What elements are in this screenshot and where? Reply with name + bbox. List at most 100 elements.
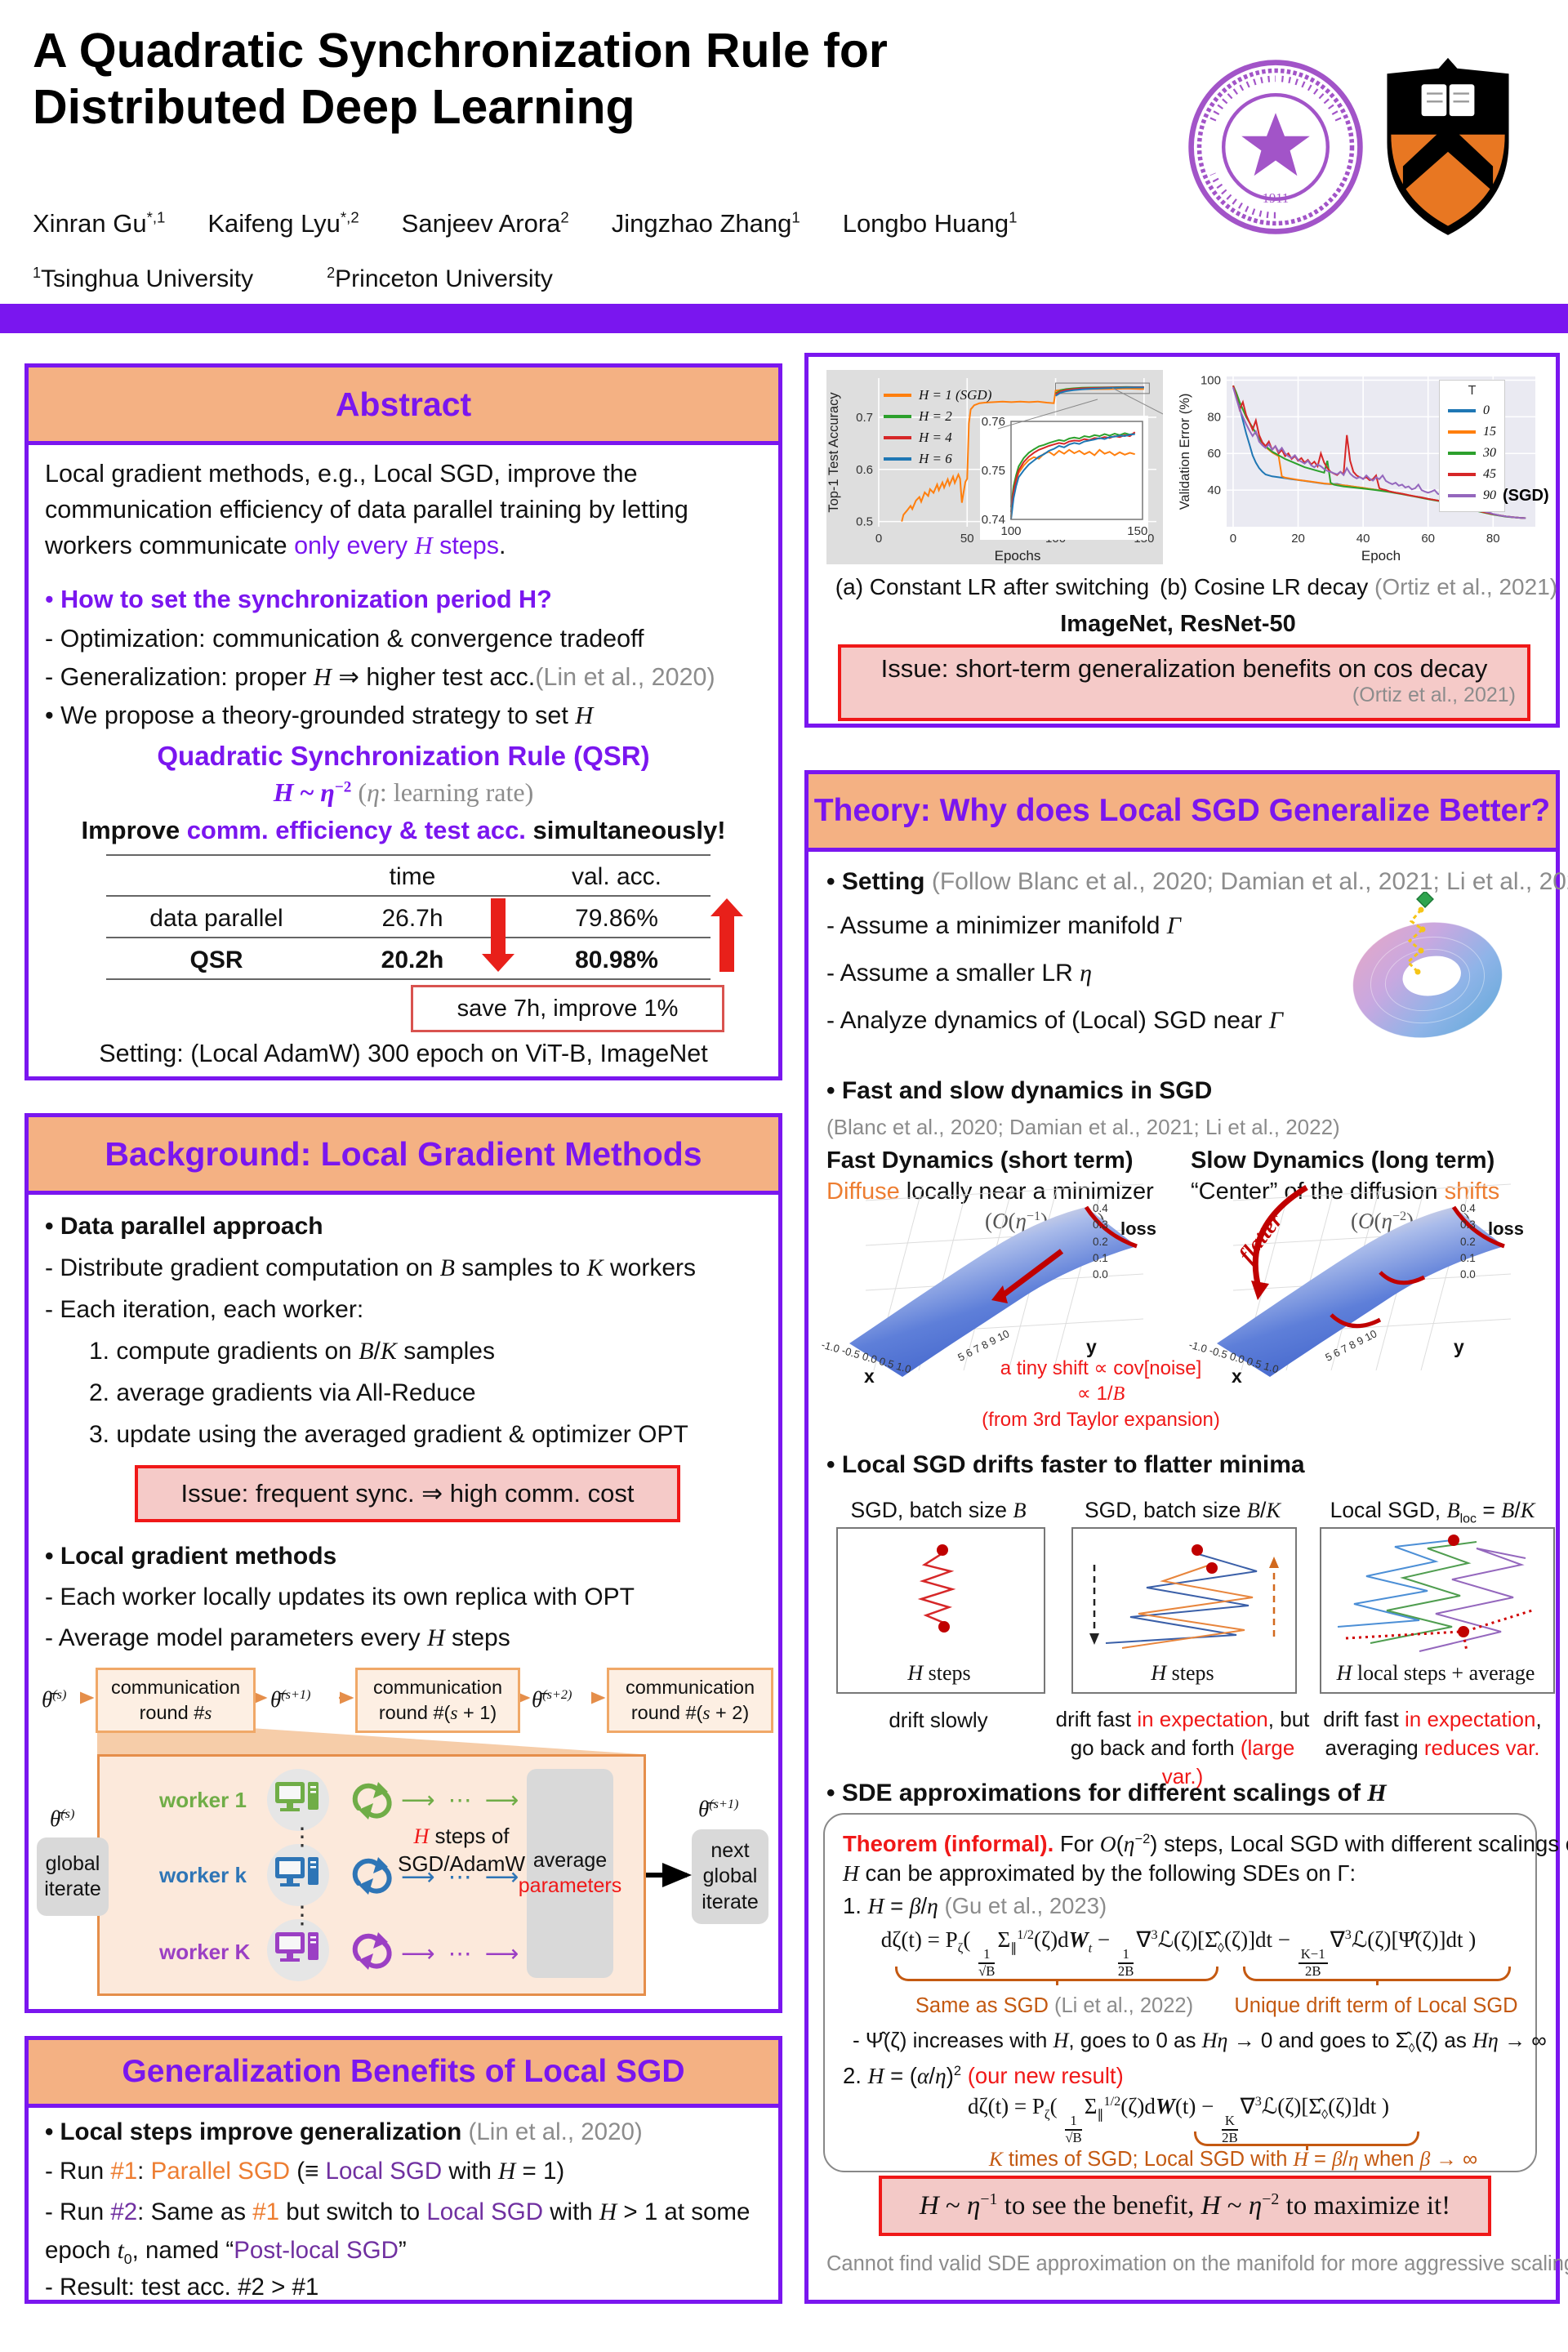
y-axis-label: y bbox=[1454, 1336, 1464, 1357]
abstract-paragraph: Local gradient methods, e.g., Local SGD,… bbox=[45, 460, 688, 560]
brace-k-times-label: K times of SGD; Local SGD with H = β/η w… bbox=[988, 2147, 1478, 2171]
theta-s1-label: θ̄(s+1) bbox=[270, 1687, 311, 1712]
table-row-label: QSR bbox=[189, 947, 243, 973]
loss-surface-fast: 0.4 0.3 0.2 0.1 0.0 loss 5 6 7 8 9 10 y -1.0… bbox=[817, 1176, 1168, 1387]
average-text: average bbox=[532, 1848, 608, 1872]
abstract-question: • How to set the synchronization period … bbox=[45, 586, 552, 613]
bg-line-distribute: - Distribute gradient computation on B s… bbox=[45, 1254, 697, 1281]
sde-equation-2: dζ(t) = Pζ( 1 √B Σ∥1/2(ζ)dW(t) − K 2B ∇3ℒ(ζ)… bbox=[967, 2094, 1390, 2145]
svg-text:0.76: 0.76 bbox=[982, 416, 1005, 429]
author: Sanjeev Arora2 bbox=[401, 208, 569, 238]
theory-setting-3: - Analyze dynamics of (Local) SGD near Γ bbox=[826, 1007, 1283, 1034]
bg-bullet-local-gradient: • Local gradient methods bbox=[45, 1543, 337, 1570]
gen-bullet-local-steps: • Local steps improve generalization (Li… bbox=[45, 2118, 643, 2145]
loss-axis-ticks: 0.4 0.3 0.2 0.1 0.0 bbox=[1093, 1202, 1108, 1281]
global-iterate-text: global iterate bbox=[44, 1851, 101, 1900]
theorem-item1: 1. H = β/η (Gu et al., 2023) bbox=[843, 1893, 1107, 1918]
affiliation: 1Tsinghua University bbox=[33, 265, 254, 292]
comm-box-line1: communication bbox=[625, 1676, 755, 1698]
bg-step-2: 2. average gradients via All-Reduce bbox=[89, 1379, 476, 1406]
qsr-formula: H ~ η−2 (η: learning rate) bbox=[273, 777, 534, 807]
local-sgd-diagram: θ̄(s) communication round #s θ̄(s+1) com… bbox=[35, 1663, 773, 2004]
theory-setting-bullet: • Setting (Follow Blanc et al., 2020; Da… bbox=[826, 868, 1568, 895]
header-divider-bar bbox=[0, 304, 1568, 333]
time-decrease-arrow-icon bbox=[482, 898, 514, 972]
abstract-header: Abstract bbox=[29, 368, 778, 445]
legend-entry: 15 bbox=[1448, 421, 1496, 443]
svg-text:0.75: 0.75 bbox=[982, 464, 1005, 478]
bg-bullet-data-parallel: • Data parallel approach bbox=[45, 1213, 323, 1240]
drift-box2-label: H steps bbox=[1151, 1661, 1214, 1685]
drift-caption-1: drift slowly bbox=[889, 1708, 988, 1732]
slow-dynamics-header: Slow Dynamics (long term) bbox=[1191, 1147, 1495, 1174]
svg-text:0: 0 bbox=[1230, 532, 1236, 546]
drift-caption-3: drift fast in expectation, averaging red… bbox=[1312, 1705, 1553, 1762]
bg-step-3: 3. update using the averaged gradient & … bbox=[89, 1421, 688, 1448]
legend-title: T bbox=[1468, 384, 1477, 398]
svg-text:50: 50 bbox=[960, 532, 974, 546]
worker-K-label: worker K bbox=[159, 1940, 251, 1964]
author: Jingzhao Zhang1 bbox=[611, 208, 800, 238]
fast-slow-bullet: • Fast and slow dynamics in SGD bbox=[826, 1077, 1213, 1104]
svg-text:100: 100 bbox=[1200, 373, 1221, 387]
chart-b-legend: T 0 15 30 45 90 (SGD) bbox=[1439, 380, 1549, 512]
comm-round-box-s1: communication round #(s + 1) bbox=[355, 1668, 520, 1733]
table-col-header-time: time bbox=[389, 863, 436, 890]
author: Xinran Gu*,1 bbox=[33, 208, 166, 238]
theorem-line1: Theorem (informal). For O(η−2) steps, Lo… bbox=[843, 1831, 1568, 1856]
table-rule-mid bbox=[106, 937, 710, 938]
fast-dynamics-line2: Diffuse locally near a minimizer bbox=[826, 1178, 1154, 1205]
theorem-box: Theorem (informal). For O(η−2) steps, Lo… bbox=[823, 1813, 1568, 2172]
loss-axis-label: loss bbox=[1120, 1218, 1157, 1239]
drift-box-sgd-bk: H steps bbox=[1071, 1527, 1297, 1694]
loss-axis-ticks: 0.4 0.3 0.2 0.1 0.0 bbox=[1460, 1202, 1476, 1281]
svg-text:150: 150 bbox=[1127, 524, 1147, 538]
dataset-subcaption: ImageNet, ResNet-50 bbox=[1060, 611, 1296, 637]
h-steps-caption: H steps of SGD/AdamW bbox=[388, 1823, 535, 1878]
sde-bullet: • SDE approximations for different scali… bbox=[826, 1780, 1387, 1806]
accuracy-increase-arrow-icon bbox=[710, 898, 743, 972]
theta-s1-label-right: θ̄(s+1) bbox=[698, 1797, 739, 1821]
brace-same-as-sgd-label: Same as SGD (Li et al., 2022) bbox=[915, 1994, 1194, 2017]
abstract-title: Abstract bbox=[335, 385, 472, 423]
drift-caption-2b: go back and forth (large var.) bbox=[1070, 1735, 1295, 1789]
legend-entry: 90 (SGD) bbox=[1448, 485, 1549, 506]
svg-text:0.6: 0.6 bbox=[856, 463, 873, 477]
h-steps-line1: H steps of bbox=[413, 1824, 510, 1848]
improve-line: Improve comm. efficiency & test acc. sim… bbox=[81, 816, 726, 844]
comm-round-box-s: communication round #s bbox=[96, 1668, 256, 1733]
theory-setting-2: - Assume a smaller LR η bbox=[826, 960, 1092, 987]
psi-property-line: - Ψ̂(ζ) increases with H, goes to 0 as H… bbox=[853, 2028, 1547, 2056]
comm-round-box-s2: communication round #(s + 2) bbox=[607, 1668, 773, 1733]
theory-panel: Theory: Why does Local SGD Generalize Be… bbox=[804, 770, 1568, 2304]
next-global-iterate-box: next global iterate bbox=[692, 1829, 768, 1924]
cos-decay-issue-box: Issue: short-term generalization benefit… bbox=[838, 644, 1530, 721]
bg-step-1: 1. compute gradients on B/K samples bbox=[89, 1338, 495, 1365]
caption-b: (b) Cosine LR decay (Ortiz et al., 2021) bbox=[1160, 574, 1558, 599]
svg-text:80: 80 bbox=[1207, 410, 1221, 424]
table-row-label: data parallel bbox=[149, 905, 283, 932]
comm-box-line1: communication bbox=[110, 1676, 241, 1698]
author: Longbo Huang1 bbox=[842, 208, 1018, 238]
drift-box3-title: Local SGD, Bloc = B/K bbox=[1330, 1498, 1535, 1526]
svg-text:40: 40 bbox=[1356, 532, 1370, 546]
drift-caption-2: drift fast in expectation, but go back a… bbox=[1050, 1705, 1315, 1791]
tsinghua-logo-icon: 1911 bbox=[1188, 60, 1363, 234]
table-cell-time: 26.7h bbox=[381, 905, 443, 932]
x-axis-label: x bbox=[864, 1365, 875, 1387]
worker-k-label: worker k bbox=[159, 1863, 247, 1887]
sde-footnote: Cannot find valid SDE approximation on t… bbox=[826, 2252, 1568, 2275]
theta-s-label: θ̄(s) bbox=[42, 1687, 67, 1712]
svg-text:Epoch: Epoch bbox=[1361, 548, 1401, 564]
svg-text:Validation Error (%): Validation Error (%) bbox=[1178, 394, 1192, 510]
comm-box-line2: round #(s + 2) bbox=[630, 1701, 750, 1724]
svg-text:0.74: 0.74 bbox=[982, 513, 1005, 527]
theory-setting-1: - Assume a minimizer manifold Γ bbox=[826, 912, 1181, 939]
abstract-panel: Abstract Local gradient methods, e.g., L… bbox=[24, 363, 782, 1080]
svg-text:60: 60 bbox=[1207, 447, 1221, 461]
generalization-header: Generalization Benefits of Local SGD bbox=[29, 2040, 778, 2108]
bg-line-each-iteration: - Each iteration, each worker: bbox=[45, 1296, 364, 1323]
chart-a-inset: 100 150 0.74 0.75 0.76 bbox=[980, 416, 1148, 540]
